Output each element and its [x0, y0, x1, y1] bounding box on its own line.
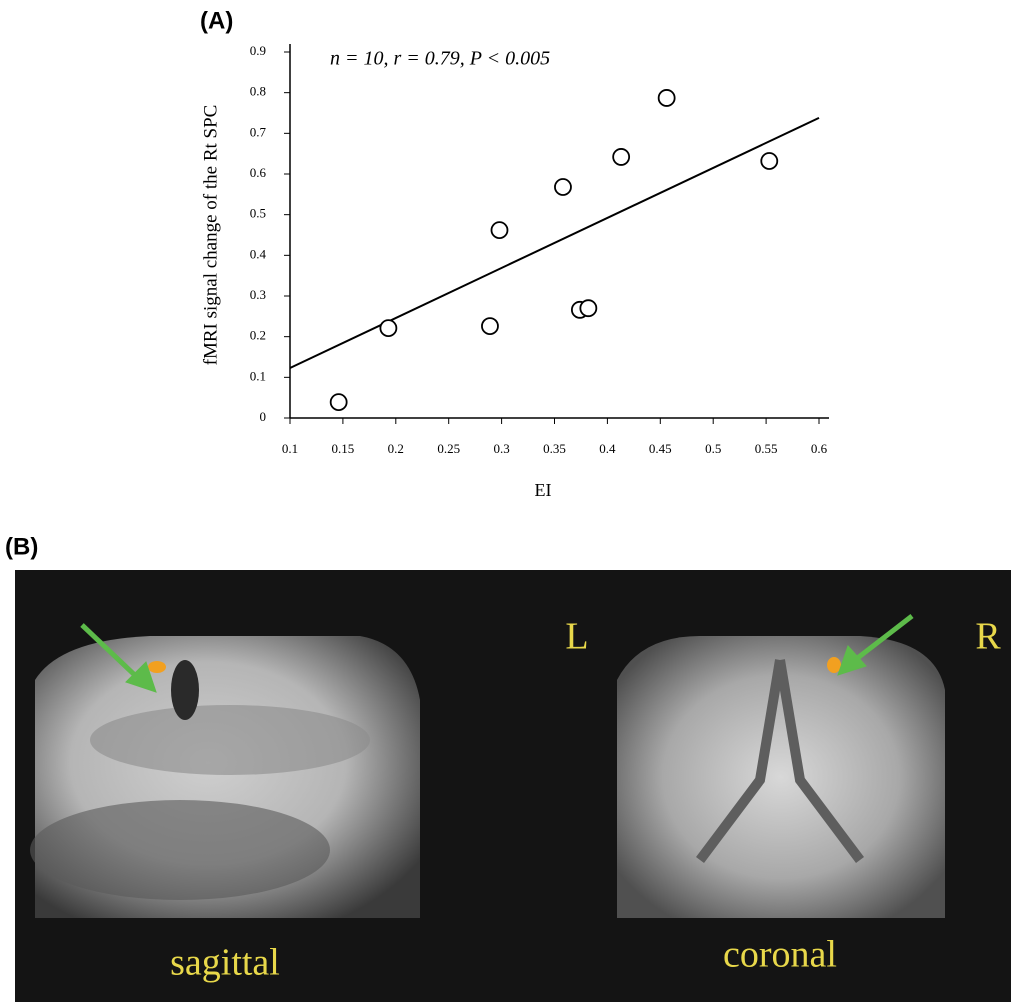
brain-region	[696, 659, 864, 863]
point	[329, 393, 348, 412]
point	[554, 178, 572, 196]
point	[612, 148, 631, 166]
activation	[148, 661, 166, 673]
point	[379, 319, 398, 338]
coronal-image	[617, 636, 945, 918]
point	[760, 152, 779, 170]
plot: 0 0.1 0.2 0.3 0.4 0.5 0.6 0.7 0.8 0.9 0.1 0.15 0.2 0.…	[250, 43, 829, 456]
y-tick-label: 0.5	[250, 206, 266, 221]
x-tick-label: 0.55	[755, 441, 778, 456]
fit-line	[289, 116, 820, 369]
orientation-label: L	[565, 616, 588, 658]
x-axis-label: EI	[535, 480, 552, 500]
activation	[827, 657, 841, 673]
point	[579, 299, 598, 318]
point	[481, 317, 499, 335]
brain-region	[90, 705, 370, 775]
y-tick-label: 0.6	[250, 165, 267, 180]
point	[490, 221, 509, 240]
y-tick-label: 0.8	[250, 84, 266, 99]
x-tick-label: 0.25	[437, 441, 460, 456]
brain-region	[171, 660, 199, 720]
x-tick-label: 0.3	[493, 441, 509, 456]
x-tick-label: 0.45	[649, 441, 672, 456]
image-label: coronal	[723, 934, 837, 976]
image-label: sagittal	[170, 942, 280, 984]
y-tick-label: 0.4	[250, 246, 267, 261]
x-tick-label: 0.5	[705, 441, 721, 456]
x-tick-label: 0.35	[543, 441, 566, 456]
x-tick-label: 0.1	[282, 441, 298, 456]
y-axis-label: fMRI signal change of the Rt SPC	[200, 105, 221, 366]
panel-label: (B)	[5, 533, 38, 560]
arrows	[80, 614, 914, 693]
y-tick-label: 0	[260, 409, 267, 424]
x-tick-label: 0.2	[388, 441, 404, 456]
x-tick-label: 0.15	[332, 441, 355, 456]
annotation: n = 10, r = 0.79, P < 0.005	[330, 48, 550, 70]
orientation-label: R	[975, 616, 1001, 658]
y-tick-label: 0.2	[250, 328, 266, 343]
brain-region	[30, 800, 330, 900]
y-tick-label: 0.1	[250, 368, 266, 383]
y-tick-label: 0.3	[250, 287, 266, 302]
panel-label: (A)	[200, 7, 233, 34]
y-tick-label: 0.7	[250, 124, 267, 139]
point	[657, 89, 676, 107]
x-tick-label: 0.4	[599, 441, 616, 456]
x-tick-label: 0.6	[811, 441, 828, 456]
y-tick-label: 0.9	[250, 43, 266, 58]
